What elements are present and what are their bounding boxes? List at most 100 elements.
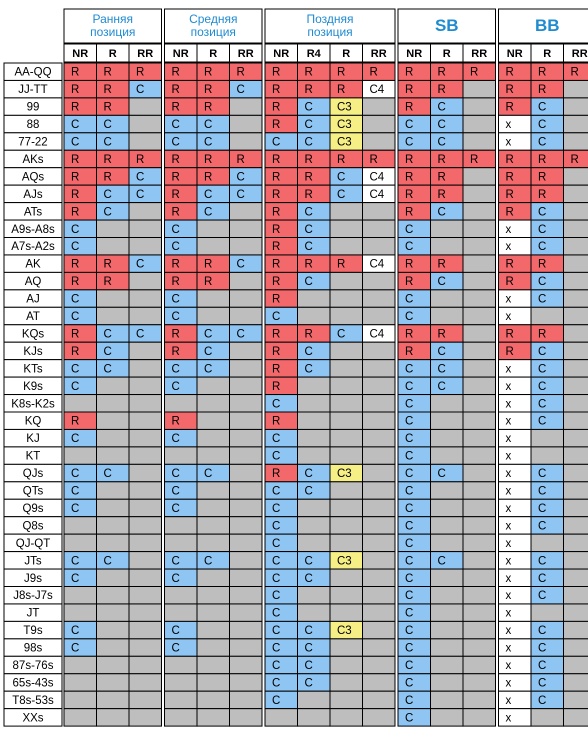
range-cell-value: C (172, 241, 180, 253)
range-cell (462, 446, 496, 465)
range-cell (530, 411, 564, 430)
range-cell-value: C (272, 608, 280, 620)
range-cell (397, 463, 431, 483)
range-cell-value: C (305, 555, 313, 567)
range-cell (430, 167, 464, 186)
range-cell (63, 202, 97, 221)
range-cell-value: C4 (370, 171, 385, 183)
range-cell-value: R (470, 67, 478, 79)
range-cell (164, 533, 198, 553)
range-cell-value: C (172, 363, 180, 375)
range-cell-value: C (405, 119, 413, 131)
range-cell (530, 498, 564, 518)
range-cell (196, 673, 230, 692)
range-cell (462, 97, 496, 116)
table-row: KJs R C R C R C R C R C (3, 341, 588, 361)
range-cell (297, 655, 331, 675)
range-cell (297, 673, 331, 692)
range-cell-value: R (538, 67, 546, 79)
range-cell-value: C (172, 119, 180, 131)
range-cell (530, 481, 564, 500)
range-cell-value: C (172, 573, 180, 585)
range-cell-value: C (405, 590, 413, 602)
range-cell-value: R (71, 154, 79, 166)
range-cell-value: C (272, 486, 280, 498)
range-cell (264, 132, 298, 151)
range-cell-value: C (538, 590, 546, 602)
range-cell (164, 428, 198, 448)
range-cell (530, 254, 564, 273)
range-cell-value: C (305, 102, 313, 114)
range-cell-value: R (506, 328, 514, 340)
range-cell (362, 638, 396, 657)
range-cell (229, 167, 263, 186)
range-cell (498, 97, 532, 116)
range-cell (563, 237, 588, 256)
range-cell (530, 446, 564, 465)
range-cell-value: C (538, 346, 546, 358)
range-cell (164, 568, 198, 587)
range-cell (462, 516, 496, 535)
range-cell-value: C4 (370, 189, 385, 201)
range-cell (128, 586, 162, 605)
range-cell (498, 446, 532, 465)
range-cell-value: C (305, 119, 313, 131)
range-cell (397, 79, 431, 99)
range-cell (498, 463, 532, 483)
range-cell (128, 655, 162, 675)
range-cell-value: R (104, 102, 112, 114)
range-cell (196, 708, 230, 727)
range-cell (563, 586, 588, 605)
range-cell (164, 359, 198, 378)
range-cell (96, 376, 130, 396)
range-cell (430, 551, 464, 570)
range-cell (96, 306, 130, 326)
range-cell (128, 673, 162, 692)
range-cell-value: C (538, 102, 546, 114)
range-cell (297, 132, 331, 151)
range-cell (397, 394, 431, 413)
range-cell (264, 219, 298, 239)
range-cell (297, 690, 331, 710)
range-cell-value: R (204, 67, 212, 79)
range-cell (498, 428, 532, 448)
table-row: AQ R R R R R C R C R C (3, 271, 588, 291)
range-cell (128, 254, 162, 273)
range-cell-value: C3 (337, 468, 352, 480)
range-cell (329, 603, 363, 622)
range-cell (96, 254, 130, 273)
range-cell (264, 620, 298, 640)
range-cell (329, 394, 363, 413)
range-cell (128, 62, 162, 81)
range-cell-value: R (538, 171, 546, 183)
range-cell-value: x (506, 712, 512, 724)
range-cell (498, 341, 532, 361)
range-cell-value: C (405, 608, 413, 620)
range-cell (430, 289, 464, 308)
range-cell (530, 376, 564, 396)
range-cell (397, 289, 431, 308)
range-cell (498, 132, 532, 151)
range-cell-value: C (71, 573, 79, 585)
range-cell-value: C (71, 224, 79, 236)
range-cell (498, 271, 532, 291)
range-cell-value: R (272, 294, 280, 306)
range-cell (530, 394, 564, 413)
range-cell (397, 132, 431, 151)
range-cell (128, 481, 162, 500)
range-cell (397, 376, 431, 396)
range-cell (164, 620, 198, 640)
range-cell (96, 271, 130, 291)
range-cell-value: C (71, 433, 79, 445)
range-cell-value: R (272, 119, 280, 131)
range-cell-value: C (538, 503, 546, 515)
range-cell (397, 446, 431, 465)
range-cell-value: x (506, 468, 512, 480)
range-cell-value: R (104, 154, 112, 166)
range-cell (498, 289, 532, 308)
range-cell-value: R (272, 171, 280, 183)
range-cell (329, 516, 363, 535)
